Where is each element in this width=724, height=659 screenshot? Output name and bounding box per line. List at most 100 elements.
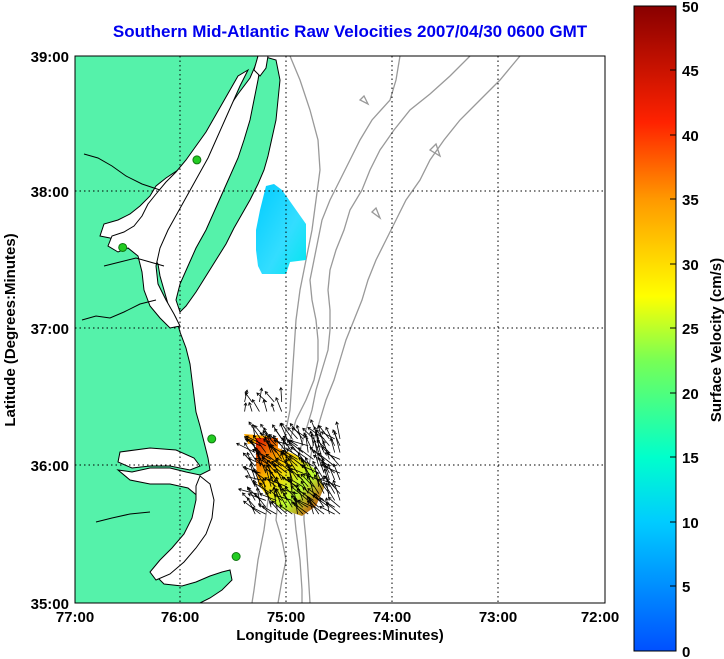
y-tick-label: 38:00 (31, 184, 69, 201)
velocity-vector-head (290, 495, 295, 499)
y-axis: 39:00 38:00 37:00 36:00 35:00 Latitude (… (2, 49, 69, 613)
velocity-vector (310, 431, 314, 446)
velocity-vector (281, 477, 298, 488)
velocity-vector (265, 468, 272, 487)
velocity-vector-head (268, 433, 273, 438)
velocity-vector-head (242, 492, 246, 497)
velocity-vector-head (243, 500, 247, 505)
colorbar-tick-label: 40 (682, 128, 699, 145)
y-tick-label: 36:00 (31, 458, 69, 475)
velocity-vector (252, 449, 272, 460)
velocity-vector-head (262, 430, 267, 435)
velocity-vector-head (271, 500, 276, 504)
velocity-vector (302, 487, 320, 501)
velocity-vector-head (325, 482, 329, 486)
velocity-vector-head (302, 427, 306, 432)
velocity-vector (248, 402, 253, 412)
map-frame (74, 55, 606, 604)
velocity-vector-head (265, 491, 270, 496)
velocity-vector (253, 482, 272, 494)
velocity-vector (313, 493, 325, 508)
velocity-vector-head (268, 444, 272, 448)
velocity-vector (291, 427, 309, 440)
velocity-vector (262, 430, 277, 447)
velocity-vector (283, 492, 293, 508)
velocity-vector (328, 497, 341, 508)
contour-spot-3 (371, 206, 382, 220)
velocity-vector (293, 498, 309, 508)
velocity-vector-head (324, 452, 328, 456)
velocity-vector (252, 399, 260, 412)
velocity-vector (321, 431, 335, 440)
velocity-vector-head (264, 391, 269, 395)
velocity-vector-head (270, 475, 274, 480)
velocity-vector-head (265, 453, 270, 458)
velocity-vector (276, 457, 293, 467)
velocity-vector-head (286, 476, 291, 481)
velocity-vector (300, 473, 314, 488)
velocity-vector-head (245, 435, 250, 439)
grid-lines (75, 56, 605, 603)
velocity-vector (271, 500, 288, 515)
velocity-vector (253, 435, 267, 453)
x-tick-label: 73:00 (479, 609, 517, 626)
velocity-vector (330, 438, 336, 453)
velocity-vector-head (281, 488, 285, 492)
velocity-vector-head (272, 435, 277, 439)
velocity-vector-head (287, 427, 291, 431)
colorbar: 50 45 40 35 30 25 20 15 10 5 0 Surface V… (633, 0, 724, 659)
velocity-vector (322, 440, 330, 460)
velocity-vector-head (298, 457, 302, 461)
velocity-vector-head (252, 434, 257, 439)
contour-spot-1 (358, 94, 370, 106)
velocity-vector-head (279, 504, 283, 508)
velocity-vector (268, 444, 282, 453)
velocity-vector-head (316, 439, 321, 444)
velocity-vector-head (288, 455, 293, 459)
velocity-vector (265, 454, 282, 467)
shelf-contour-mid (275, 56, 401, 603)
colorbar-gradient (633, 5, 677, 652)
velocity-vector (274, 479, 288, 494)
velocity-vector (310, 419, 320, 440)
velocity-vector-head (307, 427, 312, 431)
velocity-vector (244, 442, 256, 460)
velocity-vector-head (236, 442, 240, 447)
velocity-vector-head (273, 493, 278, 498)
velocity-vector-head (291, 501, 295, 505)
y-tick-label: 35:00 (31, 596, 69, 613)
velocity-vector-head (312, 494, 316, 498)
velocity-vector (248, 421, 261, 440)
velocity-vector-head (261, 505, 266, 509)
velocity-vector-head (256, 392, 260, 396)
velocity-vector-head (247, 493, 252, 497)
velocity-vector (244, 392, 253, 403)
velocity-vector-head (311, 433, 315, 438)
velocity-vector-head (261, 456, 266, 460)
velocity-vector-head (252, 479, 257, 484)
velocity-vector-head (325, 502, 330, 506)
velocity-vector (254, 492, 267, 508)
velocity-vector-head (324, 497, 329, 501)
velocity-vector-head (263, 427, 267, 432)
velocity-vector-head (254, 492, 258, 497)
velocity-vector-head (318, 424, 322, 429)
velocity-vector-head (247, 487, 252, 491)
velocity-vector (316, 429, 330, 446)
velocity-vector-head (237, 487, 242, 492)
velocity-vector-head (319, 464, 324, 468)
velocity-vector (281, 452, 298, 467)
velocity-vector (281, 423, 293, 440)
velocity-vector-head (317, 478, 322, 483)
velocity-vector (236, 443, 256, 453)
velocity-vector-head (297, 499, 302, 504)
velocity-vector (336, 421, 341, 439)
velocity-vector (324, 464, 330, 481)
velocity-vector (245, 475, 261, 481)
velocity-vector (242, 492, 256, 508)
y-tick-label: 37:00 (31, 321, 69, 338)
velocity-vector-head (327, 497, 332, 501)
velocity-vector-head (313, 426, 317, 430)
velocity-vector-head (302, 487, 306, 491)
